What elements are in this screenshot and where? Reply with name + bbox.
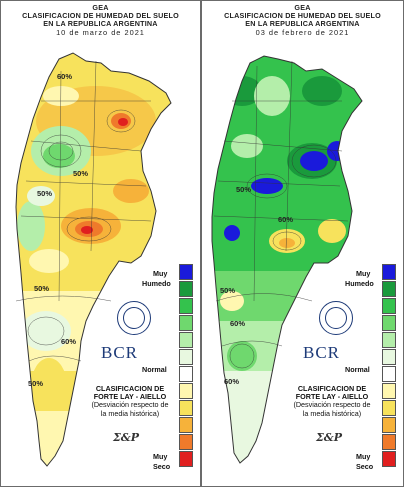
classification-line-4: la media histórica) bbox=[100, 408, 160, 418]
legend-swatch bbox=[382, 434, 396, 450]
legend-swatch bbox=[179, 451, 193, 467]
contour-label: 50% bbox=[236, 185, 252, 194]
legend-swatch bbox=[382, 417, 396, 433]
classification-line-3: (Desviación respecto de bbox=[293, 400, 371, 410]
legend-swatch bbox=[382, 332, 396, 348]
org-label: GEA bbox=[92, 3, 109, 12]
legend-swatch bbox=[382, 298, 396, 314]
legend-swatch bbox=[382, 451, 396, 467]
legend-swatch bbox=[179, 383, 193, 399]
legend-wet-label-2: Humedo bbox=[345, 279, 374, 288]
map-date: 03 de febrero de 2021 bbox=[255, 27, 350, 37]
legend-swatch bbox=[179, 366, 193, 382]
legend-swatch bbox=[382, 349, 396, 365]
legend-swatch bbox=[179, 349, 193, 365]
legend-swatch bbox=[382, 366, 396, 382]
contour-label: 60% bbox=[224, 377, 240, 386]
bcr-seal-icon bbox=[319, 301, 353, 335]
legend-dry-label-2: Seco bbox=[356, 462, 374, 471]
legend-wet-label-1: Muy bbox=[356, 269, 371, 278]
map-date: 10 de marzo de 2021 bbox=[56, 27, 145, 37]
bcr-logo: BCR bbox=[303, 343, 341, 362]
legend-swatch bbox=[382, 264, 396, 280]
title-line-1: CLASIFICACION DE HUMEDAD DEL SUELO bbox=[22, 11, 179, 21]
bcr-logo: BCR bbox=[101, 343, 139, 362]
classification-line-4: la media histórica) bbox=[302, 408, 362, 418]
legend-swatch bbox=[179, 332, 193, 348]
map-panel-february: GEA CLASIFICACION DE HUMEDAD DEL SUELO E… bbox=[201, 0, 404, 487]
classification-note: CLASIFICACION DE FORTE LAY - AIELLO (Des… bbox=[71, 384, 189, 418]
author-signature: Σ&P bbox=[113, 431, 139, 444]
legend-swatch bbox=[382, 315, 396, 331]
contour-label: 50% bbox=[220, 286, 236, 295]
title-line-2: EN LA REPUBLICA ARGENTINA bbox=[245, 19, 360, 29]
legend-swatch bbox=[179, 400, 193, 416]
bcr-seal-icon bbox=[117, 301, 151, 335]
legend-wet-label-2: Humedo bbox=[142, 279, 171, 288]
argentina-map-march bbox=[15, 52, 172, 467]
title-line-2: EN LA REPUBLICA ARGENTINA bbox=[43, 19, 158, 29]
legend-swatch bbox=[179, 315, 193, 331]
legend-swatch bbox=[179, 417, 193, 433]
legend-dry-label-1: Muy bbox=[356, 452, 371, 461]
map-header: GEA CLASIFICACION DE HUMEDAD DEL SUELO E… bbox=[1, 3, 200, 37]
classification-line-1: CLASIFICACION DE bbox=[95, 384, 165, 393]
author-signature: Σ&P bbox=[316, 431, 342, 444]
legend-dry-label-1: Muy bbox=[153, 452, 168, 461]
contour-label: 50% bbox=[73, 169, 89, 178]
legend-swatch bbox=[382, 400, 396, 416]
legend-normal-label: Normal bbox=[345, 365, 370, 374]
legend-swatch bbox=[179, 298, 193, 314]
classification-line-2: FORTE LAY - AIELLO bbox=[295, 392, 369, 402]
contour-label: 60% bbox=[278, 215, 294, 224]
contour-label: 50% bbox=[37, 189, 53, 198]
legend-swatch bbox=[179, 281, 193, 297]
argentina-map-february bbox=[211, 55, 363, 464]
contour-label: 60% bbox=[230, 319, 246, 328]
classification-note: CLASIFICACION DE FORTE LAY - AIELLO (Des… bbox=[272, 384, 392, 418]
legend-normal-label: Normal bbox=[142, 365, 167, 374]
legend-dry-label-2: Seco bbox=[153, 462, 171, 471]
title-line-1: CLASIFICACION DE HUMEDAD DEL SUELO bbox=[224, 11, 381, 21]
contour-label: 60% bbox=[61, 337, 77, 346]
classification-line-2: FORTE LAY - AIELLO bbox=[93, 392, 167, 402]
legend-swatch bbox=[179, 264, 193, 280]
contour-label: 60% bbox=[57, 72, 73, 81]
classification-line-1: CLASIFICACION DE bbox=[297, 384, 367, 393]
contour-label: 50% bbox=[28, 379, 44, 388]
contour-label: 50% bbox=[34, 284, 50, 293]
legend-wet-label-1: Muy bbox=[153, 269, 168, 278]
legend-swatch bbox=[179, 434, 193, 450]
legend-swatch bbox=[382, 383, 396, 399]
map-header: GEA CLASIFICACION DE HUMEDAD DEL SUELO E… bbox=[202, 3, 403, 37]
org-label: GEA bbox=[294, 3, 311, 12]
legend-swatch bbox=[382, 281, 396, 297]
map-panel-march: GEA CLASIFICACION DE HUMEDAD DEL SUELO E… bbox=[0, 0, 201, 487]
classification-line-3: (Desviación respecto de bbox=[91, 400, 169, 410]
